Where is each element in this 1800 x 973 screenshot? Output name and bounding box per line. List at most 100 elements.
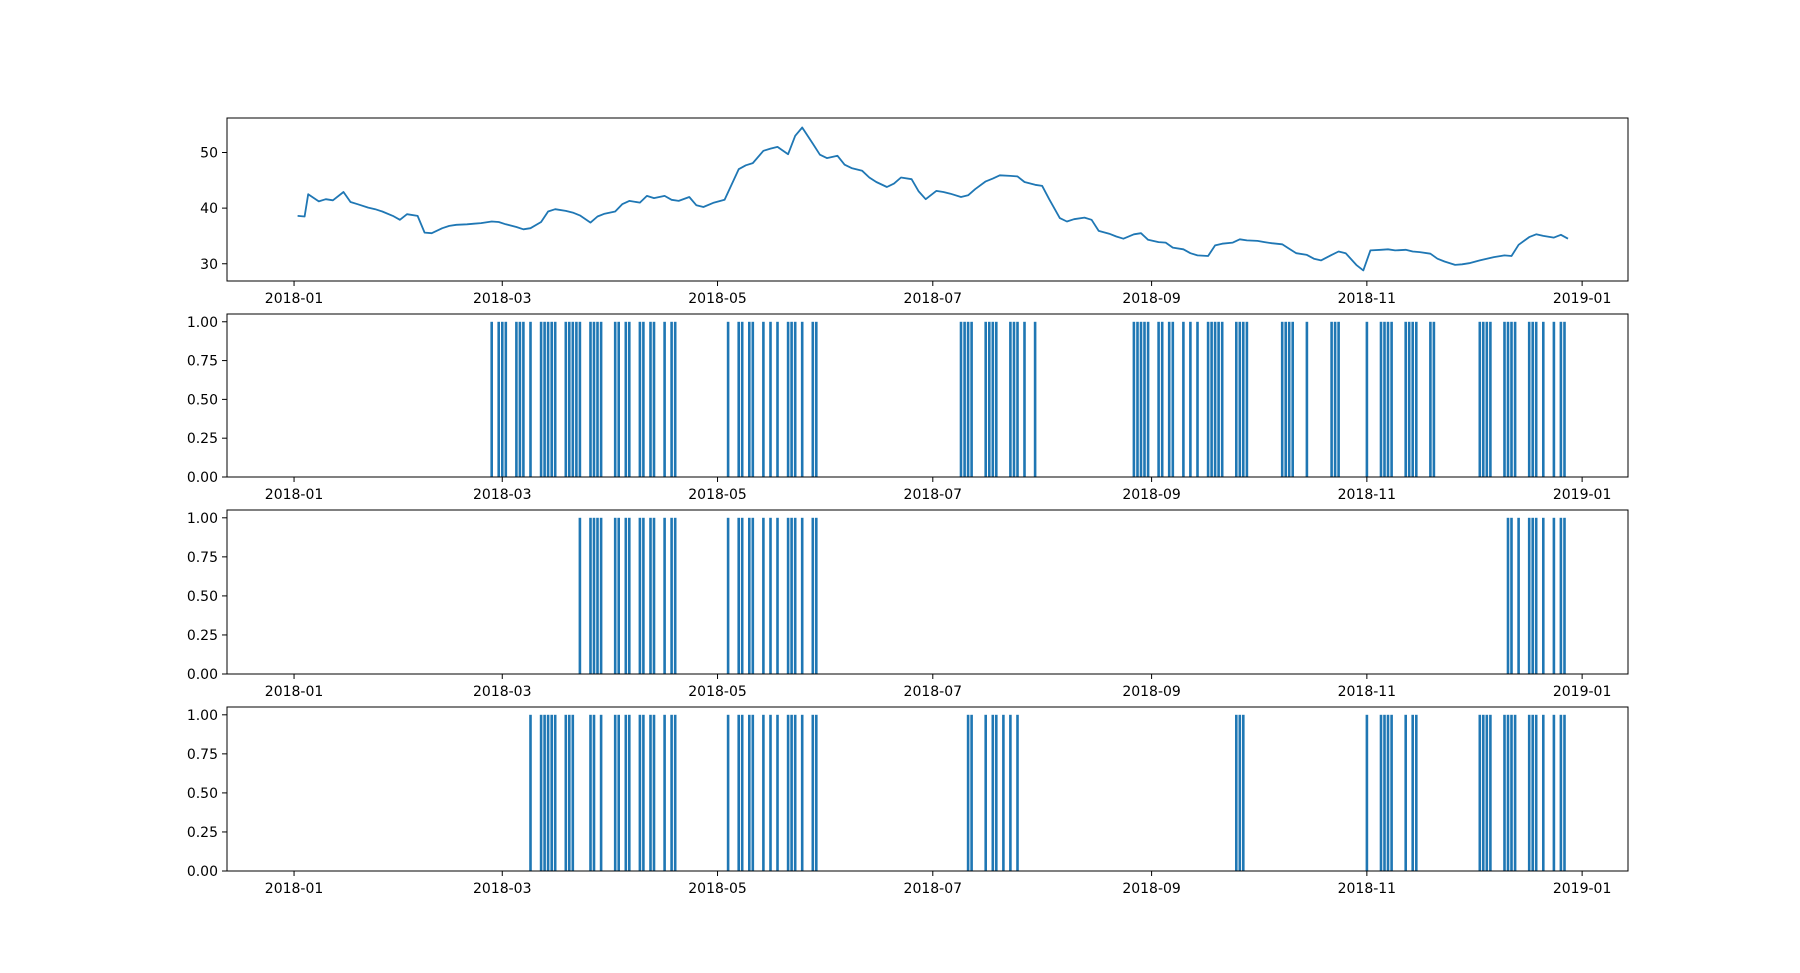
- bar: [596, 321, 599, 477]
- x-tick-label: 2018-09: [1122, 881, 1181, 897]
- bar: [529, 714, 532, 871]
- bar: [1182, 321, 1185, 477]
- bar: [543, 714, 546, 871]
- y-tick-label: 1.00: [187, 708, 218, 724]
- bar: [1407, 321, 1411, 477]
- bar: [649, 321, 652, 477]
- subplots: 30 40 50 2018-01 2018-03 2018-05 2018-07 2018-0…: [187, 117, 1629, 897]
- bar: [673, 714, 677, 871]
- bar: [740, 321, 744, 477]
- bar: [1033, 321, 1037, 477]
- bar: [539, 714, 543, 871]
- bar: [501, 321, 504, 477]
- y-tick-label: 0.50: [187, 392, 218, 408]
- bar: [613, 517, 617, 674]
- bar: [1160, 321, 1164, 477]
- axes-frame: [226, 509, 1629, 675]
- bar: [1527, 714, 1531, 871]
- x-tick-label: 2018-07: [904, 291, 963, 307]
- bar: [578, 517, 582, 674]
- bar: [748, 517, 751, 674]
- bar: [1534, 517, 1538, 674]
- x-tick-label: 2018-05: [688, 291, 747, 307]
- bar: [1171, 321, 1175, 477]
- bar: [1506, 321, 1510, 477]
- bar: [652, 321, 656, 477]
- bar: [1167, 321, 1171, 477]
- bar: [1330, 321, 1333, 477]
- bar: [592, 714, 596, 871]
- y-tick-label: 0.50: [187, 589, 218, 605]
- bar: [1478, 714, 1482, 871]
- bar: [673, 321, 677, 477]
- x-tick-label: 2018-09: [1122, 291, 1181, 307]
- bar: [1510, 714, 1513, 871]
- bar: [1189, 321, 1192, 477]
- bar: [599, 714, 603, 871]
- bar: [568, 321, 571, 477]
- bar: [991, 714, 995, 871]
- bar: [1390, 321, 1393, 477]
- bar: [571, 714, 575, 871]
- bar: [762, 321, 765, 477]
- y-tick-label: 0.75: [187, 354, 218, 370]
- bar: [1386, 714, 1390, 871]
- bar: [529, 321, 532, 477]
- bar: [1506, 714, 1510, 871]
- bar: [546, 321, 550, 477]
- x-tick-label: 2018-11: [1338, 684, 1397, 700]
- bar: [737, 714, 740, 871]
- bar: [1432, 321, 1436, 477]
- bar: [1383, 321, 1386, 477]
- bar: [589, 714, 592, 871]
- bars: [529, 714, 1566, 871]
- bar: [748, 714, 751, 871]
- bar: [1287, 321, 1291, 477]
- bars: [578, 517, 1566, 674]
- bar: [1146, 321, 1150, 477]
- bar: [984, 321, 987, 477]
- bar: [991, 321, 995, 477]
- bar: [1563, 714, 1566, 871]
- bar: [673, 517, 677, 674]
- bar: [1517, 517, 1520, 674]
- bar: [613, 714, 617, 871]
- bar: [1485, 321, 1489, 477]
- x-tick-label: 2019-01: [1553, 881, 1612, 897]
- bar: [1411, 321, 1414, 477]
- x-tick-label: 2018-03: [473, 684, 532, 700]
- bar: [592, 517, 596, 674]
- bar: [1016, 714, 1019, 871]
- bar: [1429, 321, 1432, 477]
- bar: [624, 321, 628, 477]
- y-tick-label: 40: [200, 201, 218, 217]
- subplot-3: 0.00 0.25 0.50 0.75 1.00 2018-01 2018-03 2018-0…: [187, 509, 1629, 700]
- x-tick-label: 2018-05: [688, 684, 747, 700]
- x-tick-label: 2018-03: [473, 291, 532, 307]
- bar: [490, 321, 493, 477]
- bar: [1206, 321, 1210, 477]
- bar: [1527, 321, 1531, 477]
- bar: [652, 517, 656, 674]
- bar: [564, 714, 568, 871]
- bar: [1404, 321, 1407, 477]
- price-line: [297, 126, 1569, 272]
- bar: [811, 321, 815, 477]
- bar: [642, 517, 645, 674]
- bar: [800, 321, 804, 477]
- bar: [1485, 714, 1489, 871]
- bar: [1503, 321, 1506, 477]
- bar: [1513, 714, 1517, 871]
- bar: [663, 321, 666, 477]
- bar: [786, 321, 790, 477]
- y-tick-label: 0.25: [187, 628, 218, 644]
- x-tick-label: 2018-01: [265, 291, 324, 307]
- bar: [515, 321, 518, 477]
- y-tick-label: 0.25: [187, 431, 218, 447]
- bar: [1238, 321, 1242, 477]
- bar: [726, 517, 730, 674]
- bar: [617, 714, 620, 871]
- bar: [988, 321, 991, 477]
- bar: [642, 714, 645, 871]
